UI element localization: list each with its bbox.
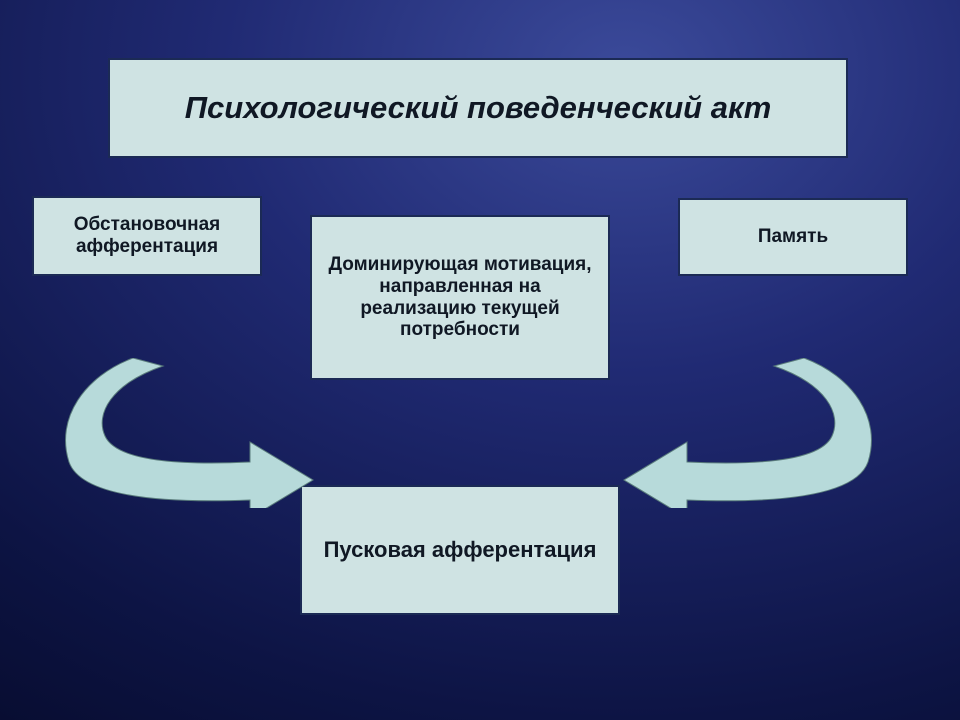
title-text: Психологический поведенческий акт	[185, 90, 772, 126]
left-box: Обстановочная афферентация	[32, 196, 262, 276]
right-box: Память	[678, 198, 908, 276]
right-arrow-icon	[612, 358, 882, 508]
bottom-box: Пусковая афферентация	[300, 485, 620, 615]
bottom-box-text: Пусковая афферентация	[324, 537, 597, 562]
left-arrow-icon	[55, 358, 325, 508]
right-box-text: Память	[758, 226, 828, 248]
center-box: Доминирующая мотивация, направленная на …	[310, 215, 610, 380]
title-box: Психологический поведенческий акт	[108, 58, 848, 158]
center-box-text: Доминирующая мотивация, направленная на …	[322, 254, 598, 341]
left-box-text: Обстановочная афферентация	[44, 214, 250, 258]
